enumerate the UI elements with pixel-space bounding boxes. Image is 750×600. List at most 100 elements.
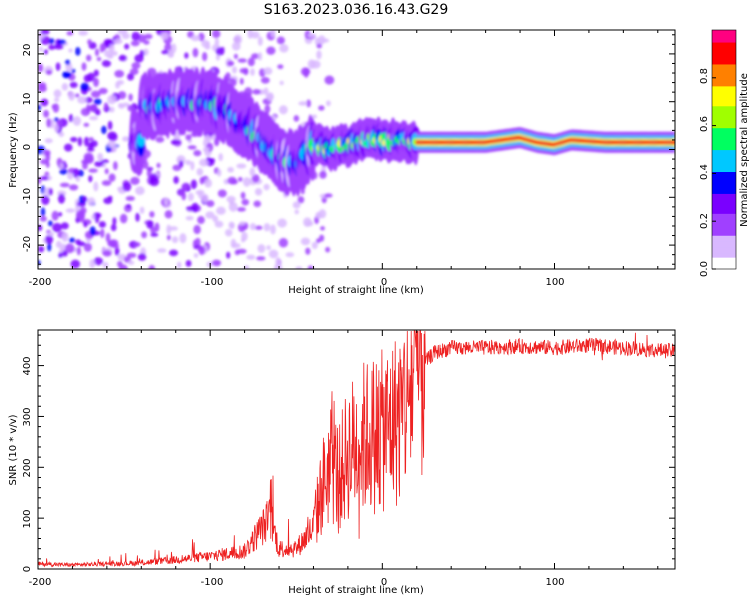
colorbar-swatch [712, 253, 736, 256]
spectrogram-cell [87, 197, 96, 207]
colorbar-swatch [712, 143, 736, 147]
colorbar-swatch [712, 49, 736, 53]
spectrogram-cell [78, 30, 89, 36]
colorbar-swatch [712, 213, 736, 216]
spectrogram-cell [141, 231, 148, 239]
axis-ticks [37, 330, 675, 570]
colorbar-swatch [712, 185, 736, 188]
spectrogram-cell [318, 35, 326, 45]
spectrogram-cell [93, 257, 104, 266]
colorbar-swatch [712, 43, 736, 47]
spectrogram-cell [105, 232, 111, 243]
spectrogram-cell [131, 31, 141, 41]
spectrogram-cell [254, 188, 263, 196]
spectrogram-cell [52, 103, 60, 113]
spectrogram-cell [273, 263, 283, 269]
spectrogram-cell [109, 44, 115, 53]
spectrogram-cell [88, 137, 94, 142]
spectrogram-cell [297, 196, 305, 204]
spectrogram-cell [83, 122, 90, 127]
spectrogram-cell [239, 77, 244, 85]
spectrogram-cell [67, 171, 74, 180]
spectrogram-cell [256, 256, 266, 261]
spectrogram-cell [53, 44, 64, 50]
spectrogram-cell [82, 161, 88, 170]
colorbar-swatch [712, 87, 736, 91]
colorbar-swatch [712, 203, 736, 206]
spectrogram-cell [228, 201, 238, 212]
spectrogram-cell [107, 140, 115, 148]
spectrogram-cell [263, 67, 273, 75]
spectrogram-cell [292, 201, 301, 209]
spectrogram-cell [305, 220, 314, 227]
spectrogram-cell [206, 200, 215, 207]
spectrogram-cell [179, 233, 187, 244]
spectrogram-cell [61, 83, 69, 91]
snr-x-label: Height of straight line (km) [288, 585, 424, 596]
spectrogram-cell [108, 173, 116, 182]
spectrogram-cell [98, 87, 108, 95]
spectrogram-cell [270, 224, 276, 235]
colorbar-swatch [712, 129, 736, 133]
spectrogram-cell [54, 124, 59, 133]
colorbar-swatch [712, 103, 736, 107]
spectrogram-cell [127, 73, 135, 81]
colorbar-swatch [712, 179, 736, 182]
spectrogram-cell [100, 228, 105, 239]
spectrogram-x-axis: -200 -100 0 100 [29, 277, 565, 288]
spectrogram-cell [122, 102, 130, 107]
spectrogram-cell [176, 261, 182, 269]
spectrogram-cell [65, 59, 71, 66]
spectrogram-cell [118, 102, 123, 108]
spectrogram-cell [45, 160, 50, 169]
spectrogram-cell [324, 193, 333, 198]
spectrogram-cell [110, 223, 117, 232]
spectrogram-cell [187, 145, 197, 150]
spectrogram-cell [127, 260, 135, 265]
spectrogram-cell [48, 188, 53, 196]
snr-line [38, 330, 675, 568]
axis-ticks [37, 30, 675, 269]
colorbar-swatch [712, 95, 736, 99]
spectrogram-cell [161, 50, 169, 55]
spectrogram-cell [57, 193, 66, 204]
spectrogram-cell [217, 189, 227, 198]
spectrogram-cell [278, 238, 289, 248]
colorbar-swatch [712, 241, 736, 244]
spectrogram-cell [130, 40, 140, 47]
spectrogram-cell [279, 80, 284, 86]
spectrogram-cell [263, 223, 271, 232]
spectrogram-cell [82, 196, 88, 203]
spectrogram-cell [122, 181, 132, 192]
spectrogram-cell [278, 105, 288, 115]
spectrogram-cell [103, 102, 109, 110]
colorbar-swatch [712, 219, 736, 222]
spectrogram-cell [178, 160, 184, 168]
spectrogram-cell [118, 91, 127, 100]
spectrogram-cell [243, 67, 249, 76]
colorbar-swatch [712, 83, 736, 87]
spectrogram-cell [38, 245, 45, 253]
colorbar-swatch [712, 159, 736, 163]
spectrogram-cell [65, 243, 75, 254]
spectrogram-cell [41, 195, 50, 205]
spectrogram-cell [307, 265, 314, 269]
spectrogram-cell [53, 89, 62, 98]
spectrogram-cell [121, 32, 130, 40]
spectrogram-cell [51, 210, 59, 221]
x-tick-label: -200 [29, 277, 52, 288]
spectrogram-cell [108, 106, 115, 113]
spectrogram-cell [65, 208, 75, 213]
spectrogram-cell [216, 206, 226, 215]
colorbar-swatch [712, 151, 736, 155]
spectrogram-cell [247, 57, 255, 67]
spectrogram-cell [243, 265, 250, 269]
spectrogram-cell [201, 39, 209, 48]
colorbar-swatch [712, 173, 736, 176]
colorbar-swatch [712, 81, 736, 85]
spectrogram-cell [230, 242, 241, 249]
spectrogram-cell [226, 251, 231, 259]
spectrogram-cell [83, 74, 92, 83]
spectrogram-cell [93, 77, 99, 88]
colorbar-swatch [712, 123, 736, 127]
